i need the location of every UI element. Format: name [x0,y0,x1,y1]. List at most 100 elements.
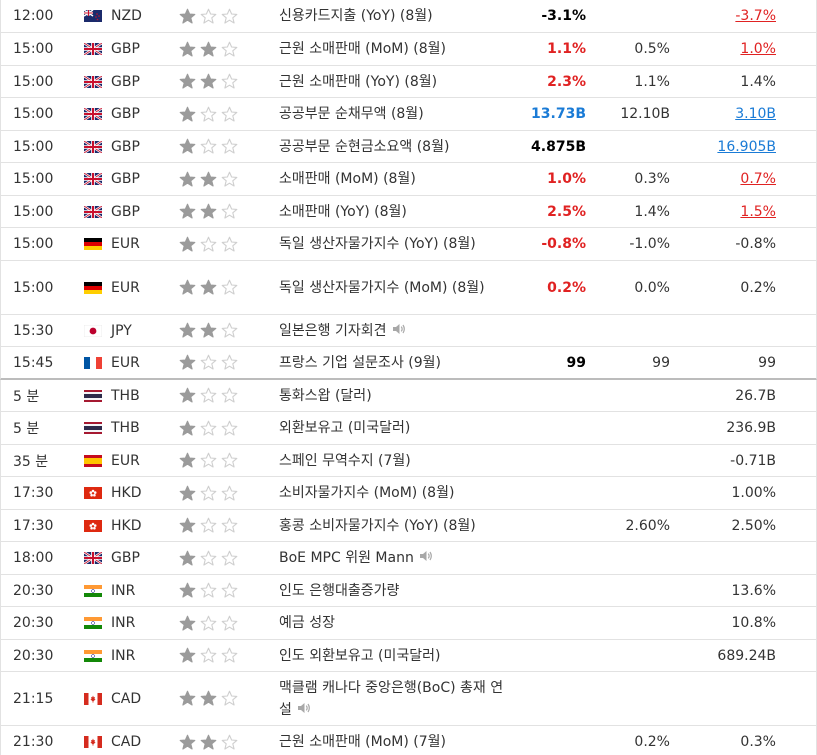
currency-code: EUR [111,354,140,371]
star-filled-icon [179,236,196,252]
table-row[interactable]: 15:00 GBP 근원 소매판매 (MoM) (8월) 1.1% 0.5% 1.0% [0,33,817,66]
star-filled-icon [179,8,196,24]
table-row[interactable]: 5 분 THB 외환보유고 (미국달러) 236.9B [0,412,817,445]
currency-code: EUR [111,279,140,296]
event-name-link[interactable]: 외환보유고 (미국달러) [279,417,519,439]
importance-rating [179,582,279,599]
event-time: 15:00 [13,171,54,187]
event-name: 신용카드지출 (YoY) (8월) [279,8,433,24]
table-row[interactable]: 15:00 GBP 공공부문 순현금소요액 (8월) 4.875B 16.905B [0,131,817,163]
event-name: 소비자물가지수 (MoM) (8월) [279,485,455,501]
table-row[interactable]: 15:00 EUR 독일 생산자물가지수 (MoM) (8월) 0.2% 0.0% 0.2… [0,261,817,315]
event-name-link[interactable]: 스페인 무역수지 (7월) [279,450,519,472]
star-filled-icon [200,322,217,338]
table-row[interactable]: 15:00 GBP 소매판매 (YoY) (8월) 2.5% 1.4% 1.5% [0,196,817,228]
event-name-link[interactable]: 독일 생산자물가지수 (MoM) (8월) [279,277,519,299]
star-empty-icon [221,734,238,750]
event-name: 예금 성장 [279,615,335,631]
table-row[interactable]: 21:30 CAD 근원 소매판매 (MoM) (7월) 0.2% 0.3% [0,726,817,755]
table-row[interactable]: 21:15 CAD 맥클램 캐나다 중앙은행(BoC) 총재 연설 [0,672,817,726]
previous-value[interactable]: 1.0% [670,41,776,57]
star-empty-icon [200,236,217,252]
star-empty-icon [200,8,217,24]
table-row[interactable]: 35 분 EUR 스페인 무역수지 (7월) -0.71B [0,445,817,477]
table-row[interactable]: 20:30 INR 인도 외환보유고 (미국달러) 689.24B [0,640,817,672]
star-filled-icon [200,171,217,187]
table-row[interactable]: 15:00 EUR 독일 생산자물가지수 (YoY) (8월) -0.8% -1.0% -… [0,228,817,261]
event-name-link[interactable]: 인도 은행대출증가량 [279,580,519,602]
event-name-link[interactable]: 예금 성장 [279,612,519,634]
star-empty-icon [221,279,238,295]
importance-rating [179,517,279,534]
table-row[interactable]: 15:30 JPY 일본은행 기자회견 [0,315,817,347]
event-name-link[interactable]: 인도 외환보유고 (미국달러) [279,645,519,667]
previous-value[interactable]: 3.10B [670,106,776,122]
previous-value[interactable]: 1.5% [670,204,776,220]
star-empty-icon [200,387,217,403]
table-row[interactable]: 15:00 GBP 공공부문 순채무액 (8월) 13.73B 12.10B 3.10B [0,98,817,131]
event-time: 20:30 [13,582,54,599]
country-flag-icon [83,519,111,532]
event-name: 통화스왑 (달러) [279,387,372,404]
event-name-link[interactable]: 홍콩 소비자물가지수 (YoY) (8월) [279,515,519,537]
event-name: BoE MPC 위원 Mann [279,550,414,566]
previous-value-text: 26.7B [735,387,776,404]
star-empty-icon [200,582,217,598]
event-name: 근원 소매판매 (YoY) (8월) [279,73,438,90]
event-name-link[interactable]: 공공부문 순채무액 (8월) [279,103,519,125]
event-name-link[interactable]: 맥클램 캐나다 중앙은행(BoC) 총재 연설 [279,677,519,721]
table-row[interactable]: 15:00 GBP 근원 소매판매 (YoY) (8월) 2.3% 1.1% 1.4% [0,66,817,98]
event-name-link[interactable]: 통화스왑 (달러) [279,385,519,407]
table-row[interactable]: 17:30 HKD 홍콩 소비자물가지수 (YoY) (8월) 2.60% 2.50% [0,510,817,542]
event-name-link[interactable]: 공공부문 순현금소요액 (8월) [279,136,519,158]
table-row[interactable]: 12:00 NZD 신용카드지출 (YoY) (8월) -3.1% -3.7% [0,0,817,33]
importance-rating [179,279,279,296]
event-name: 근원 소매판매 (MoM) (8월) [279,41,446,57]
event-time: 17:30 [13,517,54,534]
event-name-link[interactable]: 근원 소매판매 (YoY) (8월) [279,71,519,93]
table-row[interactable]: 20:30 INR 인도 은행대출증가량 13.6% [0,575,817,607]
event-name-link[interactable]: BoE MPC 위원 Mann [279,547,519,569]
table-row[interactable]: 5 분 THB 통화스왑 (달러) 26.7B [0,380,817,412]
event-name-link[interactable]: 프랑스 기업 설문조사 (9월) [279,352,519,374]
event-name-link[interactable]: 신용카드지출 (YoY) (8월) [279,5,519,27]
event-name-link[interactable]: 소비자물가지수 (MoM) (8월) [279,482,519,504]
table-row[interactable]: 20:30 INR 예금 성장 10.8% [0,607,817,640]
event-name: 독일 생산자물가지수 (MoM) (8월) [279,279,485,296]
forecast-value: 0.5% [634,41,670,57]
previous-value[interactable]: -3.7% [670,8,776,24]
previous-value: 1.4% [670,74,776,90]
event-time: 21:30 [13,734,54,750]
event-name-link[interactable]: 독일 생산자물가지수 (YoY) (8월) [279,233,519,255]
event-time: 5 분 [13,421,40,437]
currency-code: GBP [111,41,140,57]
previous-value[interactable]: 16.905B [670,139,776,155]
event-name-link[interactable]: 소매판매 (MoM) (8월) [279,168,519,190]
table-row[interactable]: 18:00 GBP BoE MPC 위원 Mann [0,542,817,575]
currency-code: GBP [111,106,140,122]
event-name: 독일 생산자물가지수 (YoY) (8월) [279,236,476,252]
table-row[interactable]: 15:00 GBP 소매판매 (MoM) (8월) 1.0% 0.3% 0.7% [0,163,817,196]
currency-code: GBP [111,203,140,220]
actual-value: -0.8% [541,236,586,252]
star-empty-icon [221,582,238,598]
actual-value: 13.73B [531,106,586,122]
star-empty-icon [221,138,238,154]
event-name: 홍콩 소비자물가지수 (YoY) (8월) [279,517,476,534]
star-filled-icon [179,615,196,631]
actual-value: 1.1% [547,41,586,57]
previous-value[interactable]: 0.7% [670,171,776,187]
event-name-link[interactable]: 근원 소매판매 (MoM) (7월) [279,731,519,753]
event-name: 외환보유고 (미국달러) [279,420,411,436]
previous-value-text: 1.00% [731,485,776,501]
table-row[interactable]: 17:30 HKD 소비자물가지수 (MoM) (8월) 1.00% [0,477,817,510]
event-name: 일본은행 기자회견 [279,322,387,339]
star-filled-icon [179,690,196,706]
event-name-link[interactable]: 일본은행 기자회견 [279,320,519,342]
event-name: 인도 은행대출증가량 [279,582,400,599]
event-name-link[interactable]: 근원 소매판매 (MoM) (8월) [279,38,519,60]
actual-value: 4.875B [531,138,586,155]
event-name-link[interactable]: 소매판매 (YoY) (8월) [279,201,519,223]
table-row[interactable]: 15:45 EUR 프랑스 기업 설문조사 (9월) 99 99 99 [0,347,817,380]
forecast-value: 0.2% [634,734,670,750]
